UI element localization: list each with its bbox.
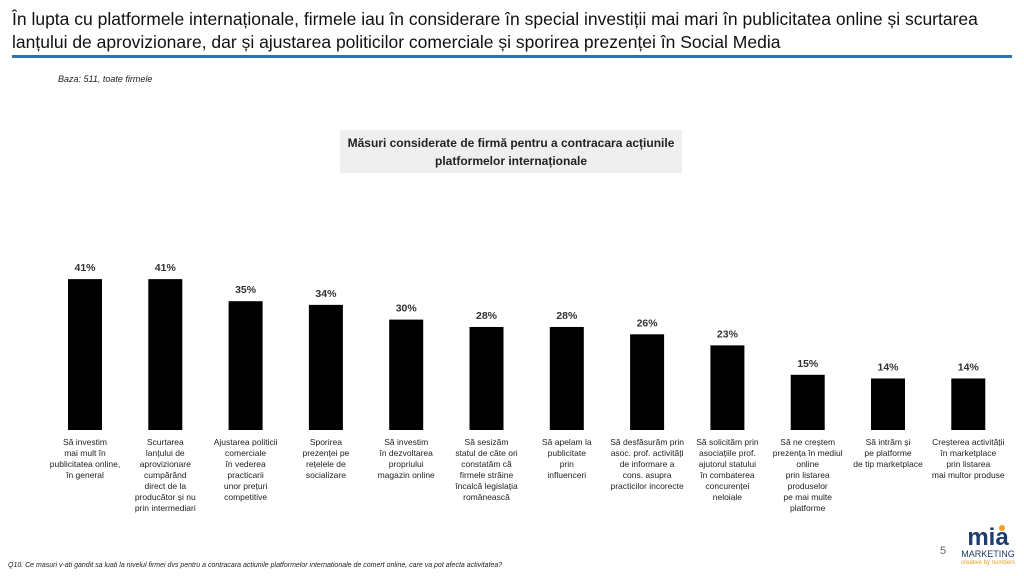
bar: [549, 326, 584, 430]
bar: [951, 378, 986, 430]
category-label: Sporirea prezenței pe rețelele de social…: [302, 437, 350, 480]
data-label: 28%: [556, 310, 578, 322]
logo-tagline: creative by numbers: [960, 560, 1016, 566]
data-label: 28%: [476, 310, 498, 322]
category-label: Să investim mai mult în publicitatea onl…: [49, 437, 121, 480]
bar: [228, 301, 263, 430]
bar: [630, 334, 665, 430]
bar: [148, 279, 183, 430]
bar: [469, 326, 504, 430]
page-number: 5: [940, 545, 947, 557]
data-label: 26%: [637, 317, 659, 329]
category-label: Scurtarea lanțului de aprovizionare cump…: [134, 437, 196, 513]
category-label: Să solicităm prin asociațiile prof. ajut…: [696, 437, 759, 502]
data-label: 41%: [155, 262, 177, 274]
category-label: Ajustarea politicii comerciale în vedere…: [213, 437, 278, 502]
bar: [790, 374, 825, 430]
category-label: Să intrăm și pe platforme de tip marketp…: [853, 437, 923, 469]
data-label: 14%: [958, 361, 980, 373]
category-label: Să desfăsurăm prin asoc. prof. activităț…: [610, 437, 684, 491]
data-label: 14%: [877, 361, 899, 373]
bar: [68, 279, 102, 430]
data-label: 30%: [396, 303, 418, 315]
category-label: Să ne creștem prezența în mediul online …: [772, 437, 843, 513]
bar: [871, 378, 905, 430]
data-label: 34%: [315, 288, 337, 300]
logo-sub: MARKETING: [961, 549, 1015, 559]
data-label: 35%: [235, 284, 257, 296]
data-label: 23%: [717, 328, 739, 340]
category-label: Să investim în dezvoltarea propriului ma…: [377, 437, 435, 480]
data-label: 41%: [74, 262, 96, 274]
chart-title: Măsuri considerate de firmă pentru a con…: [340, 130, 682, 173]
category-label: Să apelam la publicitate prin influencer…: [541, 437, 592, 480]
company-logo: mia MARKETING creative by numbers: [953, 525, 1023, 567]
data-label: 15%: [797, 358, 819, 370]
page-title: În lupta cu platformele internaționale, …: [12, 9, 978, 52]
footnote-question: Q10. Ce masuri v-ati gandit sa luati la …: [8, 562, 503, 569]
bar: [308, 304, 343, 430]
bar: [389, 319, 424, 430]
bar: [710, 345, 745, 430]
category-label: Să sesizăm statul de câte ori constatăm …: [455, 437, 518, 502]
base-note: Baza: 511, toate firmele: [58, 74, 153, 84]
category-label: Creșterea activității în marketplace pri…: [931, 437, 1005, 480]
title-divider: [12, 55, 1012, 58]
